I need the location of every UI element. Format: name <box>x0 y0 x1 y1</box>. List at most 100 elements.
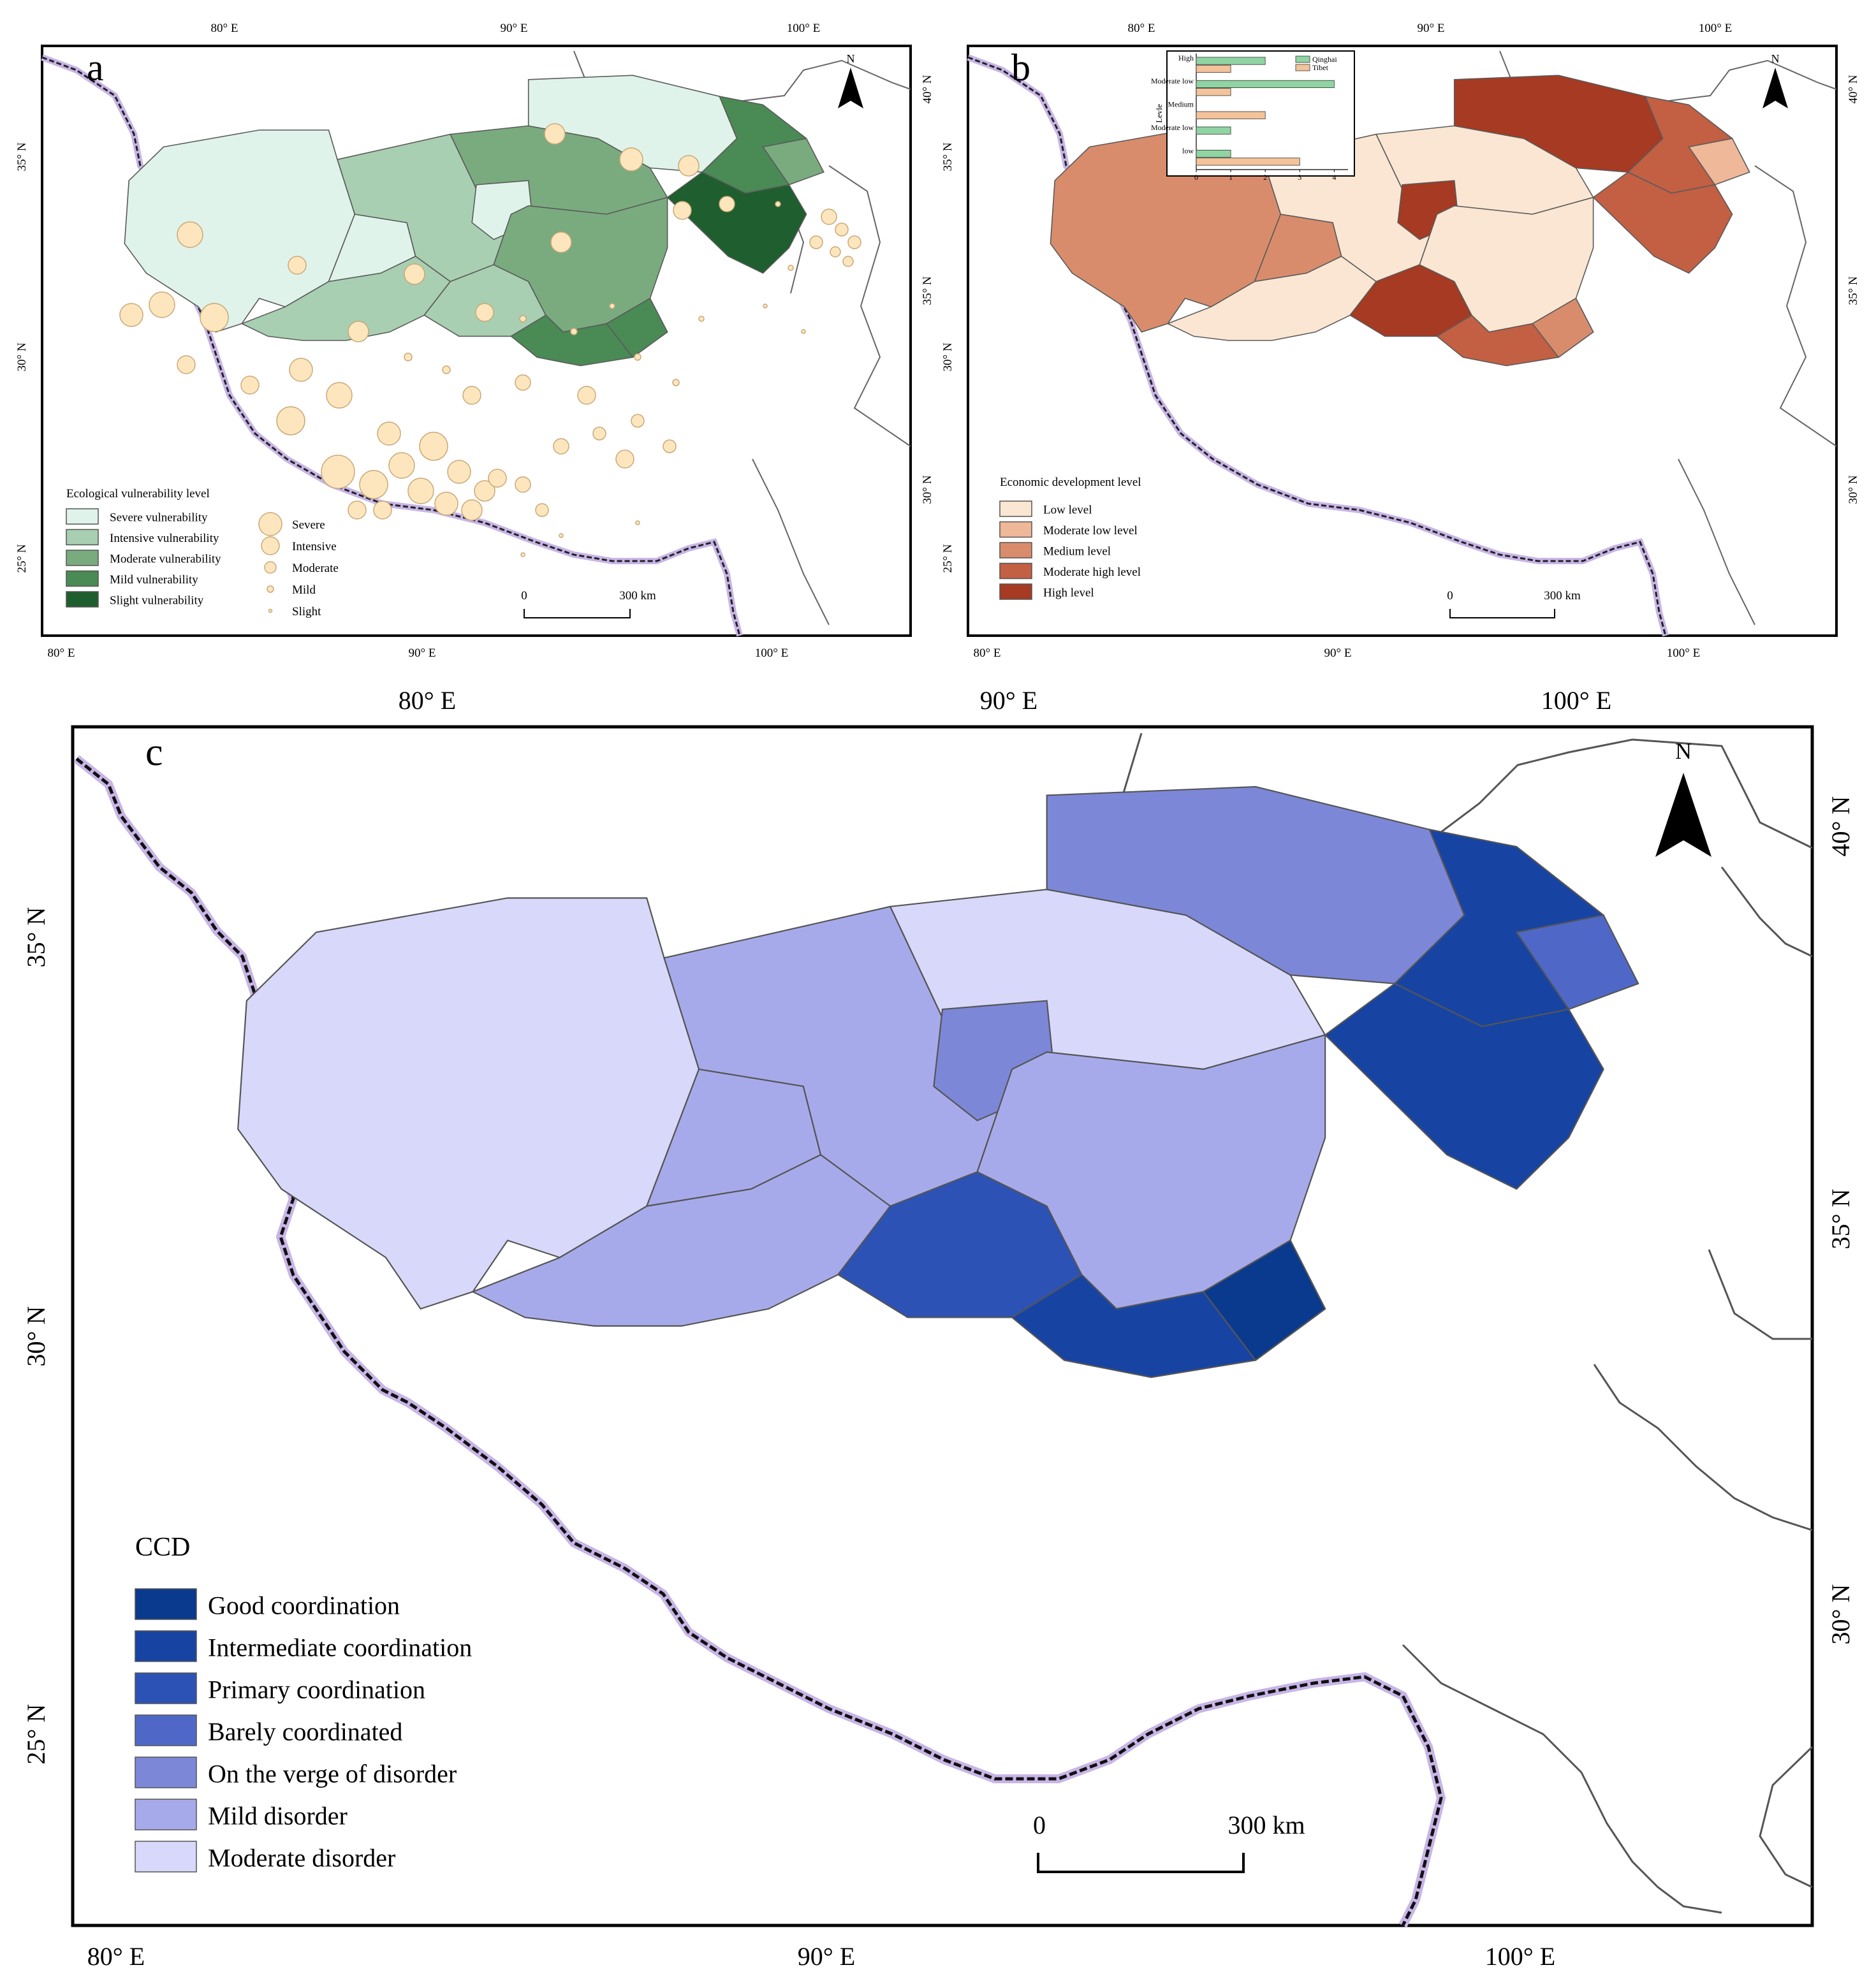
panel-a-legend-circle <box>258 512 282 536</box>
inset-category-label: low <box>1182 146 1194 155</box>
panel-a-legend-swatch <box>66 570 99 587</box>
panel-c-legend-swatch <box>135 1799 197 1830</box>
panel-c-legend-label: Barely coordinated <box>208 1717 402 1746</box>
panel-a-tick-right-40: 40° N <box>921 75 934 103</box>
panel-c-legend-swatch <box>135 1714 197 1746</box>
panel-a-legend-circle-label: Slight <box>292 605 321 618</box>
panel-a-ecological-vulnerability-map: 80° E 90° E 100° E 80° E 90° E 100° E 35… <box>15 22 934 660</box>
panel-a-scale-300: 300 km <box>619 589 656 602</box>
panel-c-legend-label: Primary coordination <box>208 1675 425 1704</box>
panel-c-ccd-map: 80° E 90° E 100° E 80° E 90° E 100° E 35… <box>22 686 1855 1971</box>
panel-a-legend-label: Moderate vulnerability <box>110 553 221 566</box>
panel-a-legend-circle <box>267 585 274 593</box>
panel-c-legend-label: Mild disorder <box>208 1801 348 1830</box>
north-arrow-icon <box>1762 68 1788 108</box>
panel-c-label: c <box>145 731 163 774</box>
north-arrow-icon <box>838 68 863 108</box>
panel-b-scale-300: 300 km <box>1544 589 1581 602</box>
panel-c-scale-bar: 0 300 km <box>1033 1811 1305 1873</box>
panel-b-tick-left-25: 25° N <box>941 544 955 573</box>
panel-b-legend-label: Moderate high level <box>1043 566 1141 579</box>
panel-b-tick-bottom-90: 90° E <box>1324 646 1352 660</box>
inset-x-tick-label: 3 <box>1298 173 1301 182</box>
panel-b-legend-label: Moderate low level <box>1043 524 1138 537</box>
inset-category-label: Moderate low <box>1151 123 1194 132</box>
inset-bar-tibet-0 <box>1196 64 1231 73</box>
panel-c-tick-left-35: 35° N <box>22 907 50 968</box>
inset-bar-tibet-4 <box>1196 157 1300 166</box>
panel-a-legend-circle-label: Mild <box>292 583 316 597</box>
panel-c-legend: CCD Good coordination Intermediate coordi… <box>135 1533 472 1873</box>
panel-c-tick-right-30: 30° N <box>1826 1584 1855 1645</box>
inset-bar-qinghai-3 <box>1196 126 1231 135</box>
panel-a-tick-left-35: 35° N <box>15 142 29 171</box>
panel-a-legend-circle-label: Intensive <box>292 540 337 553</box>
panel-a-label: a <box>87 47 104 89</box>
panel-a-legend-label: Severe vulnerability <box>110 511 208 525</box>
panel-a-legend-label: Slight vulnerability <box>110 594 204 608</box>
panel-b-north-label: N <box>1771 52 1780 65</box>
panel-a-legend-label: Intensive vulnerability <box>110 532 219 545</box>
panel-c-legend-swatch <box>135 1841 197 1873</box>
panel-b-legend-swatch <box>999 500 1032 517</box>
panel-b-tick-right-30: 30° N <box>1847 475 1860 504</box>
panel-a-north-label: N <box>847 52 855 65</box>
panel-b-legend-label: High level <box>1043 587 1094 600</box>
panel-a-tick-top-90: 90° E <box>501 22 528 35</box>
panel-a-tick-bottom-90: 90° E <box>409 646 436 660</box>
panel-c-tick-bottom-80: 80° E <box>87 1942 145 1971</box>
panel-b-tick-top-80: 80° E <box>1128 22 1155 35</box>
panel-a-tick-right-35: 35° N <box>921 276 934 305</box>
inset-category-label: High <box>1178 54 1194 62</box>
panel-a-tick-top-80: 80° E <box>211 22 238 35</box>
panel-b-legend-label: Low level <box>1043 504 1092 517</box>
panel-a-legend-swatch <box>66 529 99 546</box>
inset-x-tick-label: 4 <box>1332 173 1336 182</box>
panel-c-border-line <box>75 757 1443 1927</box>
inset-legend-label: Qinghai <box>1312 55 1337 64</box>
panel-b-economic-development-map: 80° E 90° E 100° E 80° E 90° E 100° E 35… <box>941 22 1860 660</box>
panel-a-tick-left-30: 30° N <box>15 342 29 371</box>
panel-c-tick-top-100: 100° E <box>1541 686 1611 715</box>
panel-c-north-arrow: N <box>1655 738 1711 857</box>
inset-category-label: Moderate low <box>1151 77 1194 85</box>
panel-a-legend-title: Ecological vulnerability level <box>66 487 210 500</box>
panel-b-tick-left-30: 30° N <box>941 342 955 371</box>
panel-c-legend-label: On the verge of disorder <box>208 1759 457 1788</box>
panel-a-legend-circle <box>264 561 277 574</box>
panel-a-north-arrow: N <box>838 52 863 108</box>
inset-legend-swatch <box>1295 64 1310 71</box>
panel-c-tick-bottom-100: 100° E <box>1485 1942 1555 1971</box>
panel-a-tick-bottom-80: 80° E <box>48 646 75 660</box>
panel-b-legend-swatch <box>999 583 1032 600</box>
panel-c-legend-label: Intermediate coordination <box>208 1633 472 1661</box>
panel-a-legend: Ecological vulnerability level Severe vu… <box>66 487 339 618</box>
panel-c-scale-300: 300 km <box>1227 1811 1305 1839</box>
panel-a-tick-bottom-100: 100° E <box>755 646 788 660</box>
panel-a-legend-circle-label: Moderate <box>292 562 339 575</box>
panel-a-tick-right-30: 30° N <box>921 475 934 504</box>
panel-c-legend-swatch <box>135 1588 197 1620</box>
panel-b-label: b <box>1011 47 1030 89</box>
panel-a-tick-top-100: 100° E <box>787 22 820 35</box>
inset-bar-qinghai-1 <box>1196 80 1335 88</box>
panel-a-legend-swatch <box>66 550 99 566</box>
inset-bar-tibet-2 <box>1196 111 1266 119</box>
panel-c-legend-title: CCD <box>135 1533 190 1562</box>
panel-b-tick-right-35: 35° N <box>1847 276 1860 305</box>
inset-x-tick-label: 0 <box>1194 173 1198 182</box>
panel-b-tick-right-40: 40° N <box>1847 75 1860 103</box>
panel-a-scale-bar: 0 300 km <box>521 589 656 618</box>
inset-bar-qinghai-4 <box>1196 150 1231 158</box>
panel-c-tick-left-30: 30° N <box>22 1306 50 1367</box>
panel-b-north-arrow: N <box>1762 52 1788 108</box>
inset-x-tick-label: 1 <box>1229 173 1233 182</box>
panel-a-legend-circle <box>268 608 273 613</box>
panel-b-legend-label: Medium level <box>1043 545 1111 559</box>
panel-c-legend-label: Good coordination <box>208 1591 400 1619</box>
inset-category-label: Medium <box>1168 100 1194 109</box>
panel-b-legend-swatch <box>999 562 1032 580</box>
panel-c-tick-bottom-90: 90° E <box>798 1942 855 1971</box>
panel-c-tick-left-25: 25° N <box>22 1704 50 1765</box>
inset-bar-qinghai-0 <box>1196 57 1266 65</box>
